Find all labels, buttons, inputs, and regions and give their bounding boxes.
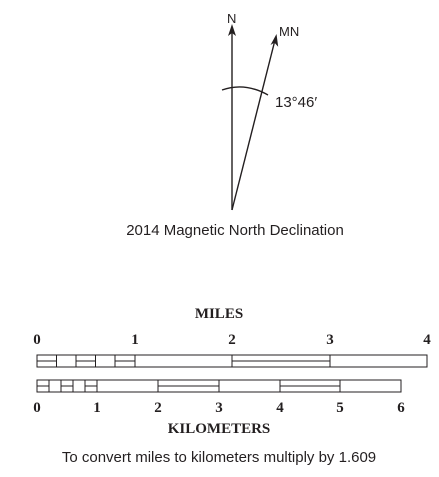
km-tick-label: 0 — [33, 400, 41, 416]
km-tick-label: 3 — [215, 400, 223, 416]
magnetic-north-label: MN — [279, 24, 299, 39]
true-north-label: N — [227, 11, 236, 26]
conversion-note: To convert miles to kilometers multiply … — [62, 449, 376, 466]
miles-tick-label: 3 — [326, 332, 334, 348]
north-arrow-diagram — [221, 24, 279, 211]
miles-tick-label: 4 — [423, 332, 431, 348]
miles-title: MILES — [195, 306, 243, 322]
km-tick-label: 6 — [397, 400, 405, 416]
declination-angle-label: 13°46′ — [275, 94, 317, 111]
km-tick-label: 5 — [336, 400, 344, 416]
miles-tick-label: 2 — [228, 332, 236, 348]
km-tick-labels: 0 1 2 3 4 5 6 — [33, 400, 405, 416]
km-tick-label: 2 — [154, 400, 162, 416]
declination-arc — [221, 86, 269, 96]
miles-scale-bar — [36, 354, 428, 368]
magnetic-north-line — [231, 39, 276, 211]
true-north-arrowhead — [228, 24, 236, 36]
km-scale-bar — [36, 379, 402, 393]
km-title: KILOMETERS — [168, 421, 271, 437]
declination-caption: 2014 Magnetic North Declination — [126, 222, 344, 239]
magnetic-north-arrowhead — [270, 34, 279, 47]
km-tick-label: 1 — [93, 400, 101, 416]
miles-tick-labels: 0 1 2 3 4 — [33, 332, 431, 348]
miles-tick-label: 1 — [131, 332, 139, 348]
km-tick-label: 4 — [276, 400, 284, 416]
miles-tick-label: 0 — [33, 332, 41, 348]
